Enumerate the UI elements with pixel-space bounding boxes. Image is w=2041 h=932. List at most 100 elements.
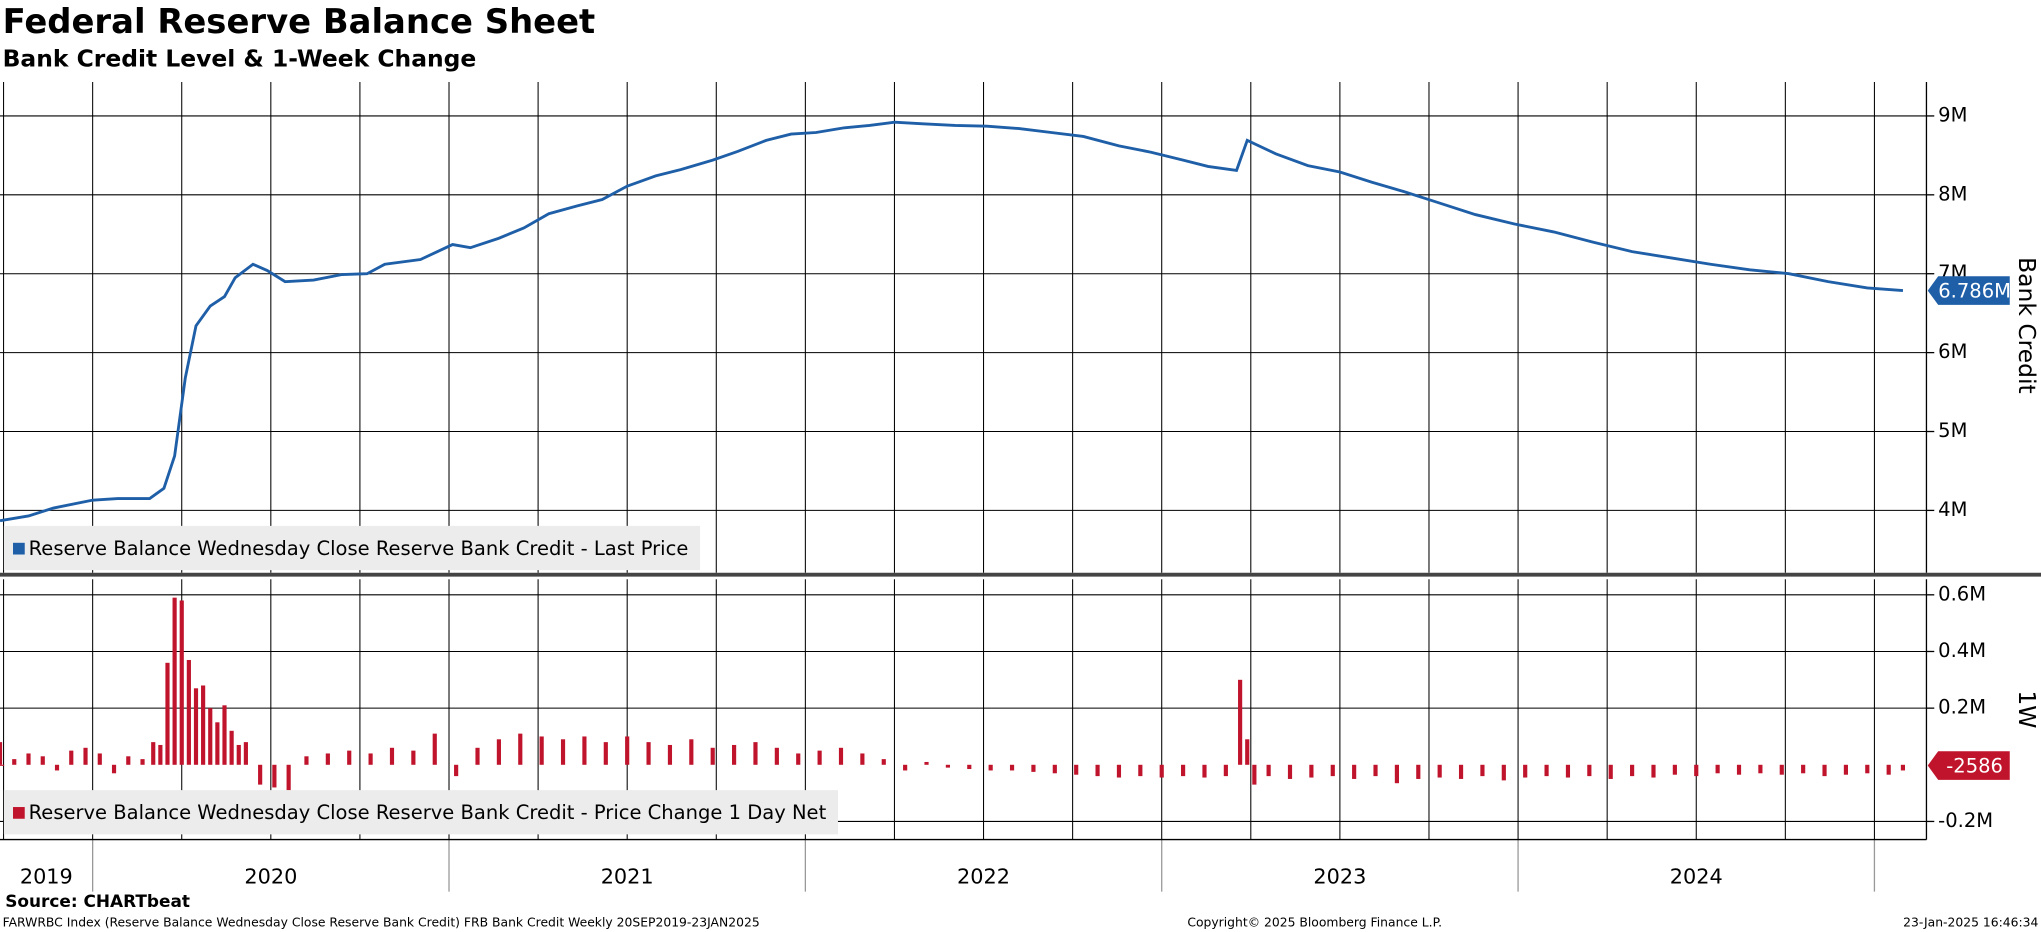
y-tick-label: 0.6M [1938,582,1986,605]
bar [1758,764,1763,774]
bar [1886,764,1891,775]
bar [1373,764,1378,777]
bar [667,744,673,765]
x-tick-label: 2024 [1670,864,1723,888]
x-tick-label: 2020 [244,864,297,888]
bar [432,733,437,765]
bar [454,764,459,777]
bar [1736,764,1742,775]
y-tick-label: 0.4M [1938,639,1986,662]
bar [368,753,373,765]
bar [1458,764,1464,779]
chart-title: Federal Reserve Balance Sheet [3,2,596,41]
bar [0,742,3,765]
bar [304,756,309,765]
bar [1779,764,1784,775]
bar [732,744,737,765]
legend-label: Reserve Balance Wednesday Close Reserve … [29,537,689,560]
bar [1694,764,1699,777]
bar [411,750,416,765]
bar [539,736,544,765]
bar [860,753,865,765]
bar [1252,764,1257,785]
bar [881,759,886,765]
y-tick-label: -0.2M [1938,809,1993,832]
bar [1801,764,1806,774]
bar [1095,764,1100,777]
bar [924,761,929,765]
bar [1116,764,1122,778]
bar [1843,764,1849,775]
x-tick-label: 2019 [20,864,73,888]
bar [83,747,88,765]
bar [243,742,248,765]
bar [1031,764,1036,772]
bar [236,744,241,765]
bar [186,659,191,765]
chart-subtitle: Bank Credit Level & 1-Week Change [3,44,477,72]
bar [1223,764,1228,777]
bar [1266,764,1271,777]
bar [560,739,566,765]
bar [325,753,330,765]
bar [1159,764,1164,778]
bar [710,747,715,765]
bar [165,662,170,765]
bar [603,742,608,765]
bar [945,764,950,768]
bar [151,742,156,765]
bar [26,753,31,765]
bar [0,764,5,766]
bar [1181,764,1186,777]
bar [1202,764,1207,778]
bar [1865,764,1870,774]
last-value-tag [1927,751,2010,780]
bar [1330,764,1335,777]
bar [903,764,908,771]
bar [347,750,352,765]
bar [1352,764,1357,779]
bar [518,733,523,765]
bar [1651,764,1656,778]
bar [967,764,972,770]
line-series [0,120,1904,523]
bar [179,600,184,765]
bar [1501,764,1506,781]
legend-background [3,790,838,835]
legend-label: Reserve Balance Wednesday Close Reserve … [29,801,827,824]
bar [774,747,779,765]
bar [838,747,844,765]
bar [201,685,206,765]
bar [1437,764,1442,778]
y-tick-label: 4M [1938,498,1967,521]
bar [1672,764,1677,775]
bar [817,750,822,765]
bar [1608,764,1613,779]
bar [140,759,145,765]
bar [1523,764,1528,778]
legend-marker [13,542,25,555]
bar [582,736,587,765]
bar [126,756,131,765]
y-tick-label: 8M [1938,182,1967,205]
bar [1565,764,1571,778]
x-tick-label: 2021 [601,864,654,888]
bar [193,688,199,765]
bar [1587,764,1592,777]
bar [111,764,117,774]
footer-timestamp: 23-Jan-2025 16:46:34 [1903,915,2038,929]
y-axis-title: Bank Credit [2013,257,2041,394]
bar [1900,764,1906,771]
bar [258,764,263,785]
bar [172,597,177,765]
bar [272,764,277,788]
bar [389,747,395,765]
footer-info: FARWRBC Index (Reserve Balance Wednesday… [3,915,760,929]
bar [208,708,213,765]
bar [222,705,227,765]
bar [475,747,480,765]
x-tick-label: 2022 [957,864,1010,888]
bar [69,750,74,765]
bar [286,764,291,791]
